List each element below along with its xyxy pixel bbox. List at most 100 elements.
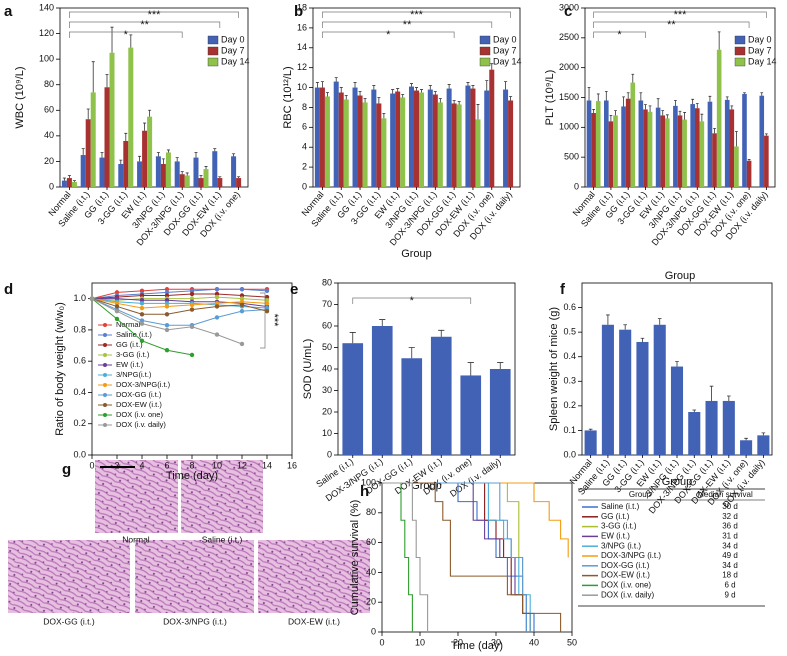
y-tick-label: 80 bbox=[322, 277, 332, 287]
error-bar bbox=[695, 103, 699, 109]
error-bar bbox=[596, 93, 600, 102]
y-axis-label: SOD (U/mL) bbox=[302, 339, 314, 400]
y-tick-label: 18 bbox=[297, 2, 307, 12]
point bbox=[164, 323, 170, 328]
image-caption: Normal bbox=[122, 534, 150, 544]
bar bbox=[174, 161, 180, 187]
legend-swatch bbox=[734, 57, 746, 67]
y-tick-label: 120 bbox=[39, 28, 54, 38]
error-bar bbox=[747, 159, 751, 161]
bar bbox=[475, 119, 481, 187]
point bbox=[189, 291, 195, 297]
point bbox=[189, 288, 195, 294]
legend-marker bbox=[103, 403, 107, 407]
y-tick-label: 500 bbox=[564, 152, 579, 162]
error-bar bbox=[428, 85, 432, 90]
bar bbox=[413, 90, 420, 187]
bar bbox=[160, 163, 166, 187]
error-bar bbox=[457, 101, 461, 105]
point bbox=[139, 338, 145, 344]
error-bar bbox=[72, 180, 76, 182]
bar bbox=[625, 98, 631, 187]
y-tick-label: 40 bbox=[366, 567, 376, 577]
table-group: 3/NPG (i.t.) bbox=[601, 541, 641, 550]
significance-label: ** bbox=[403, 19, 412, 31]
error-bar bbox=[657, 318, 662, 325]
point bbox=[114, 304, 120, 309]
y-tick-label: 20 bbox=[44, 156, 54, 166]
error-bar bbox=[67, 175, 71, 179]
bar bbox=[460, 375, 482, 455]
point bbox=[214, 315, 220, 320]
point bbox=[139, 312, 145, 317]
error-bar bbox=[409, 83, 413, 87]
legend-label: DOX (i.v. one) bbox=[116, 410, 163, 419]
plot-frame bbox=[337, 282, 516, 456]
error-bar bbox=[631, 73, 635, 83]
legend-swatch bbox=[479, 57, 491, 67]
table-header: Group bbox=[629, 490, 652, 499]
bar bbox=[613, 115, 618, 187]
error-bar bbox=[166, 149, 170, 153]
survival-curve bbox=[382, 482, 527, 632]
x-axis-label: Group bbox=[665, 270, 696, 282]
point bbox=[239, 308, 245, 314]
error-bar bbox=[353, 82, 357, 88]
legend-label: DOX-3/NPG(i.t.) bbox=[116, 380, 171, 389]
point bbox=[214, 294, 220, 300]
error-bar bbox=[420, 89, 424, 93]
bar bbox=[489, 69, 495, 187]
table-median: 9 d bbox=[724, 590, 735, 599]
error-bar bbox=[372, 85, 376, 90]
error-bar bbox=[175, 157, 179, 162]
y-tick-label: 0.8 bbox=[73, 324, 86, 334]
error-bar bbox=[358, 91, 362, 96]
bar bbox=[395, 91, 401, 187]
y-tick-label: 40 bbox=[322, 363, 332, 373]
bar bbox=[155, 156, 161, 187]
legend-label: Day 7 bbox=[493, 45, 517, 55]
panel-label: c bbox=[564, 3, 572, 20]
y-tick-label: 50 bbox=[322, 342, 332, 352]
error-bar bbox=[81, 148, 85, 156]
error-bar bbox=[156, 152, 160, 157]
line bbox=[91, 288, 268, 300]
y-tick-label: 1000 bbox=[559, 122, 579, 132]
y-tick-label: 100 bbox=[361, 477, 376, 487]
point bbox=[189, 302, 195, 308]
legend-label: Day 14 bbox=[221, 56, 250, 66]
error-bar bbox=[717, 31, 721, 50]
point bbox=[239, 287, 245, 292]
table-median: 34 d bbox=[722, 561, 738, 570]
y-tick-label: 8 bbox=[302, 102, 307, 112]
error-bar bbox=[124, 132, 128, 141]
y-tick-label: 0.4 bbox=[73, 387, 86, 397]
error-bar bbox=[674, 100, 677, 106]
error-bar bbox=[377, 97, 381, 104]
error-bar bbox=[761, 432, 766, 436]
error-bar bbox=[678, 110, 682, 116]
y-tick-label: 0.3 bbox=[563, 376, 576, 386]
y-tick-label: 2500 bbox=[559, 32, 579, 42]
point bbox=[239, 341, 245, 347]
error-bar bbox=[764, 133, 768, 136]
image-saline bbox=[181, 460, 263, 533]
error-bar bbox=[414, 87, 419, 91]
bar bbox=[371, 89, 377, 187]
point bbox=[189, 307, 195, 312]
y-tick-label: 3000 bbox=[559, 2, 579, 12]
bar bbox=[80, 155, 86, 187]
error-bar bbox=[683, 112, 686, 120]
y-tick-label: 1.0 bbox=[73, 293, 86, 303]
bar bbox=[705, 400, 718, 455]
x-tick-label: 2 bbox=[114, 460, 119, 470]
error-bar bbox=[379, 319, 386, 326]
table-group: 3-GG (i.t.) bbox=[601, 522, 637, 531]
y-tick-label: 0 bbox=[371, 626, 376, 636]
significance-bracket bbox=[69, 11, 239, 18]
significance-label: *** bbox=[268, 314, 280, 328]
error-bar bbox=[743, 92, 746, 94]
y-tick-label: 0.0 bbox=[563, 449, 576, 459]
legend-marker bbox=[103, 363, 107, 367]
error-bar bbox=[119, 159, 123, 164]
